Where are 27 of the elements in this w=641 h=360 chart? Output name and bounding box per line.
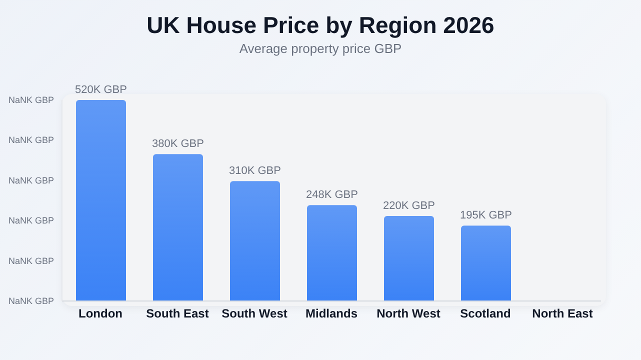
data-label: 310K GBP — [229, 165, 281, 178]
x-tick-label: South East — [146, 306, 209, 321]
x-tick-label: North East — [532, 306, 593, 321]
text: NaNK GBP — [8, 296, 54, 306]
chart-subtitle: Average property price GBP — [238, 41, 403, 56]
x-tick-label: Midlands — [305, 306, 358, 321]
x-tick-label: South West — [222, 306, 288, 321]
data-label: 248K GBP — [306, 189, 358, 202]
x-tick-label: London — [78, 306, 122, 321]
data-label: 195K GBP — [460, 210, 512, 222]
x-tick-label: Scotland — [460, 306, 511, 321]
data-label: 220K GBP — [383, 200, 435, 212]
text: NaNK GBP — [8, 216, 54, 226]
data-label: 520K GBP — [75, 84, 127, 96]
bar — [230, 181, 280, 301]
chart-title: UK House Price by Region 2026 — [146, 12, 496, 39]
bar — [307, 205, 357, 301]
text: NaNK GBP — [8, 135, 54, 146]
bar — [384, 216, 434, 301]
bar — [461, 226, 511, 301]
x-tick-label: North West — [376, 306, 440, 321]
text: NaNK GBP — [8, 175, 54, 186]
text: NaNK GBP — [8, 95, 54, 105]
bar — [153, 154, 203, 301]
data-label: 380K GBP — [152, 138, 204, 150]
bar — [76, 100, 126, 301]
text: NaNK GBP — [8, 256, 54, 266]
